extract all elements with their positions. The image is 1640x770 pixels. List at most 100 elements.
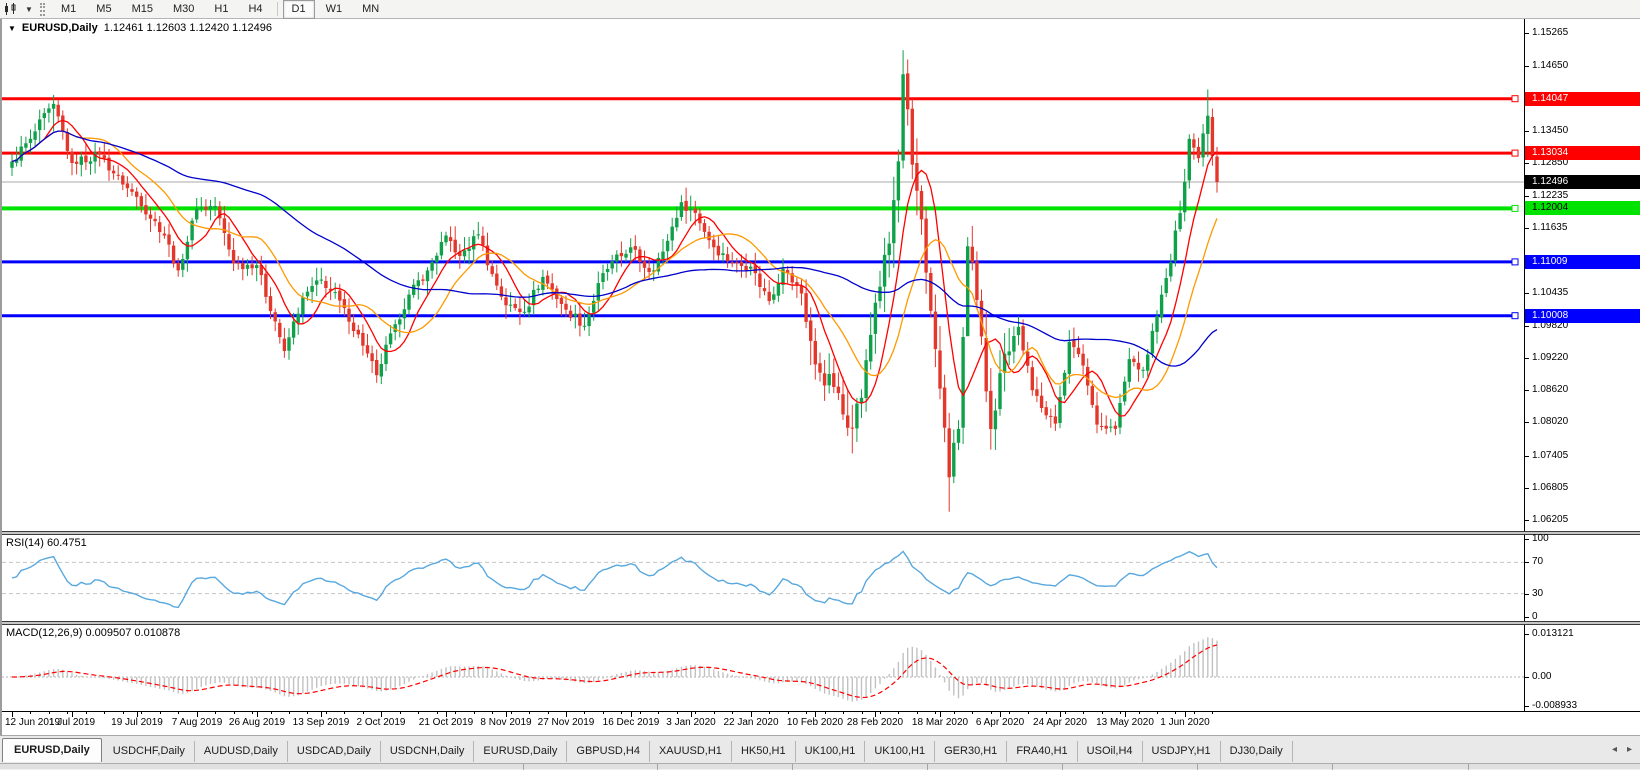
chart-tab[interactable]: USDCHF,Daily: [104, 741, 195, 762]
tf-button-M15[interactable]: M15: [131, 2, 153, 15]
rsi-line: [11, 550, 1218, 609]
chart-tab[interactable]: UK100,H1: [796, 741, 866, 762]
candles-up: [10, 50, 1210, 484]
pane-splitter[interactable]: [2, 531, 1640, 535]
tf-button-M5[interactable]: M5: [96, 2, 112, 15]
tf-button-MN[interactable]: MN: [362, 2, 380, 15]
price-tick-label: 1.06805: [1525, 482, 1568, 494]
date-axis[interactable]: 12 Jun 2019 1 Jul 2019 19 Jul 2019 7 Aug 20…: [2, 711, 1640, 735]
date-label: 6 Apr 2020: [975, 717, 1025, 728]
timeframe-buttons: M1 M5 M15 M30 H1 H4 D1 W1 MN: [51, 0, 389, 19]
tf-button-M30[interactable]: M30: [172, 2, 195, 15]
date-minor-tick: [160, 712, 161, 714]
date-minor-tick: [1028, 712, 1029, 714]
tf-button-M1[interactable]: M1: [61, 2, 77, 15]
chart-tab[interactable]: HK50,H1: [732, 741, 796, 762]
level-line-handle[interactable]: [1511, 95, 1519, 103]
macd-chart-canvas[interactable]: [2, 625, 1524, 711]
date-major-tick: [1185, 712, 1186, 717]
date-label: 12 Jun 2019: [5, 717, 61, 728]
tf-button-D1[interactable]: D1: [282, 0, 315, 19]
toolbar-grip[interactable]: [40, 2, 45, 16]
date-minor-tick: [123, 712, 124, 714]
level-line-handle[interactable]: [1511, 312, 1519, 320]
rsi-tick-label: 30: [1525, 588, 1543, 600]
rsi-chart-canvas[interactable]: [2, 535, 1524, 621]
level-line-handle[interactable]: [1511, 149, 1519, 157]
level-price-badge: 1.10008: [1525, 309, 1640, 323]
chart-tab[interactable]: USDCNH,Daily: [381, 741, 475, 762]
date-label: 10 Feb 2020: [786, 717, 844, 728]
chart-tab[interactable]: UK100,H1: [865, 741, 936, 762]
chart-type-icon[interactable]: [0, 1, 22, 18]
chart-title-symbol: EURUSD,Daily: [21, 22, 98, 34]
date-minor-tick: [658, 712, 659, 714]
date-minor-tick: [178, 712, 179, 714]
status-strip-separator: [523, 764, 524, 770]
tf-button-H4[interactable]: H4: [248, 2, 263, 15]
date-minor-tick: [104, 712, 105, 714]
tf-button-H1[interactable]: H1: [214, 2, 229, 15]
chart-tab[interactable]: EURUSD,Daily: [2, 738, 102, 762]
date-minor-tick: [492, 712, 493, 714]
chart-tab[interactable]: USDCAD,Daily: [288, 741, 381, 762]
date-minor-tick: [935, 712, 936, 714]
price-tick-label: 1.13450: [1525, 125, 1568, 137]
date-minor-tick: [307, 712, 308, 714]
date-major-tick: [12, 712, 13, 717]
rsi-tick-label: 70: [1525, 556, 1543, 568]
chart-tab[interactable]: DJ30,Daily: [1221, 741, 1293, 762]
chart-tab[interactable]: EURUSD,Daily: [474, 741, 568, 762]
price-tick-label: 1.09820: [1525, 320, 1568, 332]
date-minor-tick: [418, 712, 419, 714]
date-minor-tick: [991, 712, 992, 714]
date-minor-tick: [917, 712, 918, 714]
date-major-tick: [197, 712, 198, 717]
date-minor-tick: [732, 712, 733, 714]
chart-tab[interactable]: FRA40,H1: [1007, 741, 1078, 762]
timeframe-toolbar: ▼ M1 M5 M15 M30 H1 H4 D1 W1 MN: [0, 0, 1640, 19]
date-major-tick: [1060, 712, 1061, 717]
ma-mid-orange: [11, 130, 1218, 399]
tab-scroll-left-icon[interactable]: ◂: [1611, 744, 1617, 755]
date-minor-tick: [1212, 712, 1213, 714]
date-minor-tick: [1083, 712, 1084, 714]
price-tick-label: 1.14650: [1525, 60, 1568, 72]
price-tick-label: 1.15265: [1525, 27, 1568, 39]
date-minor-tick: [1139, 712, 1140, 714]
price-chart-canvas[interactable]: [2, 19, 1524, 531]
date-minor-tick: [769, 712, 770, 714]
chart-tab[interactable]: GBPUSD,H4: [567, 741, 650, 762]
candles-down: [56, 59, 1219, 512]
chart-type-dropdown-caret-icon[interactable]: ▼: [25, 4, 33, 14]
tab-scroll-right-icon[interactable]: ▸: [1626, 744, 1632, 755]
chart-tab[interactable]: GER30,H1: [935, 741, 1008, 762]
date-minor-tick: [621, 712, 622, 714]
date-minor-tick: [898, 712, 899, 714]
date-major-tick: [815, 712, 816, 717]
chart-tab[interactable]: XAUUSD,H1: [650, 741, 732, 762]
level-line-handle[interactable]: [1511, 258, 1519, 266]
price-tick-label: 1.08620: [1525, 384, 1568, 396]
date-minor-tick: [455, 712, 456, 714]
level-line-handle[interactable]: [1511, 204, 1519, 212]
date-major-tick: [257, 712, 258, 717]
chart-tab[interactable]: AUDUSD,Daily: [195, 741, 288, 762]
date-label: 26 Aug 2019: [228, 717, 286, 728]
date-label: 22 Jan 2020: [723, 717, 779, 728]
rsi-tick-label: 100: [1525, 533, 1549, 545]
rsi-tick-label: 0: [1525, 611, 1538, 623]
chart-window: ▼ EURUSD,Daily 1.12461 1.12603 1.12420 1…: [0, 19, 1640, 768]
chart-title-ohlc: 1.12461 1.12603 1.12420 1.12496: [103, 22, 272, 34]
tf-button-W1[interactable]: W1: [325, 2, 343, 15]
date-minor-tick: [695, 712, 696, 714]
date-major-tick: [1000, 712, 1001, 717]
date-major-tick: [751, 712, 752, 717]
chart-tab[interactable]: USOil,H4: [1078, 741, 1143, 762]
date-major-tick: [72, 712, 73, 717]
collapse-arrow-icon[interactable]: ▼: [8, 23, 16, 33]
pane-splitter[interactable]: [2, 621, 1640, 625]
date-minor-tick: [1065, 712, 1066, 714]
chart-tab[interactable]: USDJPY,H1: [1143, 741, 1221, 762]
macd-tick-label: 0.00: [1525, 671, 1551, 683]
